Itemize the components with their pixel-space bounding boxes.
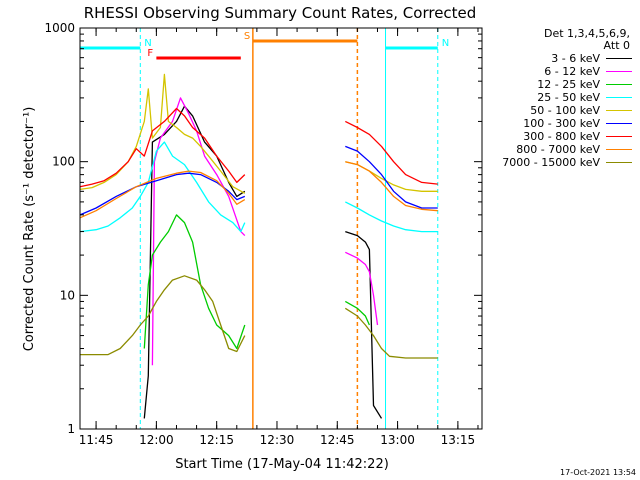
series-line-pre-gap	[80, 275, 246, 356]
legend-swatch	[606, 97, 632, 98]
legend-swatch	[606, 84, 632, 85]
series-line-post-gap	[345, 120, 438, 185]
x-axis: 11:45 12:00 12:15 12:30 12:45 13:00 13:15	[79, 28, 479, 447]
marker-label: F	[147, 48, 153, 59]
plot-area: N NFS	[79, 28, 449, 429]
legend-entry: 3 - 6 keV	[482, 52, 638, 65]
legend-header-detectors: Det 1,3,4,5,6,9,	[543, 27, 630, 40]
series-line-post-gap	[345, 145, 438, 209]
series-line-pre-gap	[143, 214, 246, 350]
plot-frame	[79, 27, 483, 430]
legend-swatch	[606, 136, 632, 137]
series-line-pre-gap	[79, 170, 246, 219]
y-tick-label: 1000	[44, 21, 75, 35]
x-tick-label: 12:45	[320, 433, 355, 447]
marker-n-1: N	[385, 28, 449, 429]
legend-label: 300 - 800 keV	[523, 130, 600, 143]
legend-entries: 3 - 6 keV 6 - 12 keV 12 - 25 keV 25 - 50 ke…	[482, 52, 638, 169]
marker-n-0: N	[79, 28, 152, 429]
legend-swatch	[606, 149, 632, 150]
legend-entry: 25 - 50 keV	[482, 91, 638, 104]
x-tick-label: 12:30	[260, 433, 295, 447]
legend-swatch	[606, 123, 632, 124]
legend-header-attenuator: Att 0	[603, 39, 630, 52]
series-line-post-gap	[344, 307, 438, 359]
series-line-pre-gap	[143, 105, 246, 419]
series-line-post-gap	[345, 201, 438, 233]
x-tick-label: 12:00	[139, 433, 174, 447]
legend-label: 800 - 7000 keV	[516, 143, 600, 156]
x-tick-label: 12:15	[199, 433, 234, 447]
marker-label: S	[244, 31, 250, 42]
legend-label: 6 - 12 keV	[544, 65, 600, 78]
legend-label: 100 - 300 keV	[523, 117, 600, 130]
series-4	[79, 73, 438, 194]
series-2	[143, 214, 370, 350]
series-1	[151, 97, 379, 366]
legend-entry: 12 - 25 keV	[482, 78, 638, 91]
series-line-pre-gap	[79, 141, 246, 233]
legend-label: 3 - 6 keV	[551, 52, 600, 65]
marker-label: N	[442, 38, 449, 49]
series-line-pre-gap	[79, 172, 246, 216]
legend-entry: 300 - 800 keV	[482, 130, 638, 143]
series-6	[79, 107, 438, 188]
y-tick-label: 100	[52, 155, 75, 169]
series-8	[80, 275, 438, 359]
legend-entry: 800 - 7000 keV	[482, 143, 638, 156]
series-7	[79, 161, 438, 219]
legend-entry: 7000 - 15000 keV	[482, 156, 638, 169]
legend-label: 7000 - 15000 keV	[502, 156, 600, 169]
legend-swatch	[606, 71, 632, 72]
series-line-post-gap	[344, 300, 370, 326]
chart-title: RHESSI Observing Summary Count Rates, Co…	[84, 4, 477, 22]
legend: Det 1,3,4,5,6,9, Att 0 3 - 6 keV 6 - 12 k…	[482, 28, 638, 169]
series-3	[79, 141, 438, 233]
marker-f-2: F	[147, 48, 241, 60]
series-line-post-gap	[345, 251, 379, 326]
y-axis: 1 10 100 1000	[44, 21, 482, 436]
series-line-post-gap	[345, 161, 438, 212]
legend-entry: 100 - 300 keV	[482, 117, 638, 130]
y-axis-label: Corrected Count Rate (s⁻¹ detector⁻¹)	[22, 107, 37, 352]
series-line-pre-gap	[151, 97, 246, 366]
series-line-post-gap	[345, 230, 383, 419]
x-tick-label: 13:15	[441, 433, 476, 447]
marker-s-3: S	[244, 28, 359, 429]
legend-label: 25 - 50 keV	[537, 91, 600, 104]
plot-timestamp: 17-Oct-2021 13:54	[560, 468, 636, 477]
legend-entry: 50 - 100 keV	[482, 104, 638, 117]
marker-label: N	[144, 38, 151, 49]
x-tick-label: 13:00	[380, 433, 415, 447]
series-0	[143, 105, 383, 419]
legend-label: 50 - 100 keV	[530, 104, 600, 117]
y-tick-label: 1	[67, 422, 75, 436]
legend-swatch	[606, 110, 632, 111]
series-line-pre-gap	[79, 73, 246, 194]
legend-label: 12 - 25 keV	[537, 78, 600, 91]
x-axis-label: Start Time (17-May-04 11:42:22)	[175, 457, 389, 472]
y-tick-label: 10	[60, 288, 75, 302]
x-tick-label: 11:45	[79, 433, 114, 447]
legend-swatch	[606, 58, 632, 59]
legend-entry: 6 - 12 keV	[482, 65, 638, 78]
series-line-pre-gap	[79, 107, 246, 188]
series-5	[79, 145, 438, 216]
legend-swatch	[606, 162, 632, 163]
